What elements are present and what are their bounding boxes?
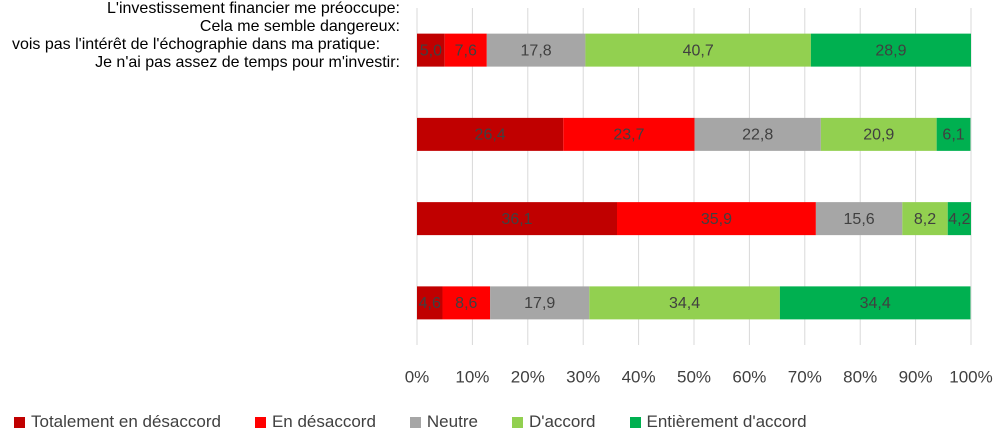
legend-item: Totalement en désaccord (14, 412, 221, 432)
legend-swatch (14, 416, 25, 428)
x-tick-label: 0% (405, 367, 430, 386)
legend-swatch (409, 416, 421, 428)
x-tick-label: 40% (622, 367, 656, 386)
value-label: 6,1 (942, 127, 964, 144)
bar-segment (486, 33, 586, 67)
legend-swatch (629, 416, 641, 428)
x-tick-label: 100% (949, 367, 992, 386)
x-tick-label: 80% (843, 367, 877, 386)
bar-segment (616, 202, 816, 236)
value-label: 28,9 (875, 42, 906, 59)
x-tick-label: 20% (511, 367, 545, 386)
value-label: 8,2 (914, 211, 936, 228)
value-label: 8,6 (455, 295, 477, 312)
legend-item: D'accord (511, 412, 596, 432)
value-label: 4,2 (948, 211, 970, 228)
legend-label: Entièrement d'accord (646, 412, 807, 431)
legend: Totalement en désaccord En désaccord Neutr… (14, 412, 807, 432)
bar-segment (779, 286, 971, 320)
bar-segment (947, 202, 971, 236)
bar-segment (810, 33, 971, 67)
bar-segment (417, 286, 443, 320)
value-label: 23,7 (613, 127, 644, 144)
legend-item: Neutre (409, 412, 478, 432)
value-label: 22,8 (742, 127, 773, 144)
value-label: 15,6 (844, 211, 875, 228)
legend-item: Entièrement d'accord (629, 412, 807, 432)
value-label: 40,7 (683, 42, 714, 59)
bar-segment (585, 33, 811, 67)
bar-segment (820, 117, 937, 151)
legend-label: D'accord (528, 412, 596, 431)
bar-segment (444, 33, 487, 67)
value-label: 7,6 (455, 42, 477, 59)
x-tick-label: 50% (677, 367, 711, 386)
legend-label: Totalement en désaccord (31, 412, 221, 431)
bar-segment (902, 202, 948, 236)
bar-segment (815, 202, 903, 236)
category-label: vois pas l'intérêt de l'échographie dans… (11, 36, 381, 53)
x-tick-label: 60% (732, 367, 766, 386)
value-label: 5,0 (420, 42, 442, 59)
bar-segment (694, 117, 821, 151)
value-label: 35,9 (701, 211, 732, 228)
value-label: 4,6 (419, 295, 441, 312)
legend-label: En désaccord (271, 412, 376, 431)
legend-swatch (511, 416, 523, 428)
bar-segment (563, 117, 695, 151)
x-tick-label: 70% (788, 367, 822, 386)
bar-segment (417, 117, 564, 151)
bar-segment (417, 202, 617, 236)
value-label: 34,4 (860, 295, 891, 312)
bar-segment (589, 286, 780, 320)
bar-segment (417, 33, 445, 67)
value-label: 26,4 (475, 127, 506, 144)
value-label: 20,9 (863, 127, 894, 144)
x-tick-label: 30% (566, 367, 600, 386)
legend-label: Neutre (426, 412, 478, 431)
bar-segment (442, 286, 491, 320)
category-label: Cela me semble dangereux: (199, 18, 400, 35)
bar-segment (490, 286, 590, 320)
x-tick-label: 90% (899, 367, 933, 386)
value-label: 36,1 (501, 211, 532, 228)
legend-item: En désaccord (254, 412, 376, 432)
x-tick-label: 10% (455, 367, 489, 386)
category-label: Je n'ai pas assez de temps pour m'invest… (95, 54, 400, 71)
legend-swatch (254, 416, 266, 428)
category-label: L'investissement financier me préoccupe: (107, 0, 400, 17)
bar-segment (936, 117, 971, 151)
value-label: 34,4 (669, 295, 700, 312)
value-label: 17,8 (521, 42, 552, 59)
value-label: 17,9 (524, 295, 555, 312)
